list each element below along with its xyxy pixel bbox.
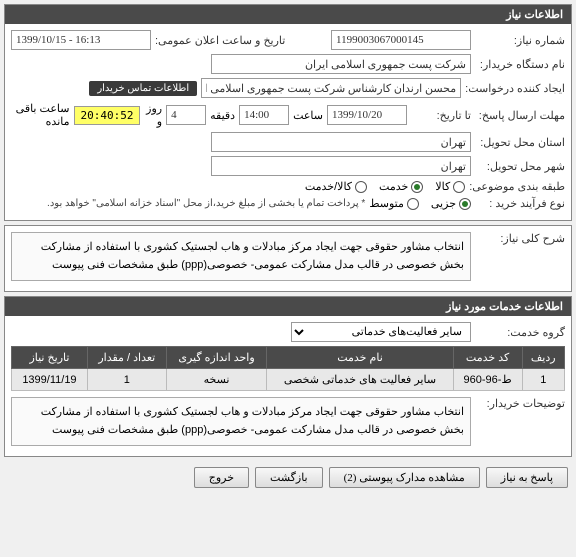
cell-date: 1399/11/19	[12, 369, 88, 391]
remain-label: ساعت باقی مانده	[11, 102, 70, 128]
need-info-panel: اطلاعات نیاز شماره نیاز: تاریخ و ساعت اع…	[4, 4, 572, 221]
province-field	[211, 132, 471, 152]
city-field	[211, 156, 471, 176]
creator-field	[201, 78, 461, 98]
pub-date-field	[11, 30, 151, 50]
services-panel: اطلاعات خدمات مورد نیاز گروه خدمت: سایر …	[4, 296, 572, 457]
col-code: کد خدمت	[453, 347, 522, 369]
hour-label: ساعت	[293, 109, 323, 122]
day-and-label: روز و	[144, 102, 162, 128]
services-header: اطلاعات خدمات مورد نیاز	[5, 297, 571, 316]
creator-label: ایجاد کننده درخواست:	[465, 82, 565, 95]
table-header-row: ردیف کد خدمت نام خدمت واحد اندازه گیری ت…	[12, 347, 565, 369]
radio-service-label: خدمت	[379, 180, 408, 193]
col-name: نام خدمت	[267, 347, 453, 369]
treasury-note: * پرداخت تمام یا بخشی از مبلغ خرید،از مح…	[47, 198, 365, 209]
until-date-field	[327, 105, 407, 125]
col-date: تاریخ نیاز	[12, 347, 88, 369]
action-buttons: پاسخ به نیاز مشاهده مدارک پیوستی (2) باز…	[4, 461, 572, 494]
cell-unit: نسخه	[166, 369, 267, 391]
service-group-label: گروه خدمت:	[475, 326, 565, 339]
radio-goods[interactable]	[453, 181, 465, 193]
days-remaining-field	[166, 105, 206, 125]
desc-text: انتخاب مشاور حقوقی جهت ایجاد مرکز مبادلا…	[11, 232, 471, 281]
back-button[interactable]: بازگشت	[255, 467, 323, 488]
cell-qty: 1	[87, 369, 166, 391]
attachments-button[interactable]: مشاهده مدارک پیوستی (2)	[329, 467, 480, 488]
org-label: نام دستگاه خریدار:	[475, 58, 565, 71]
radio-small[interactable]	[459, 198, 471, 210]
radio-medium-label: متوسط	[369, 197, 404, 210]
col-index: ردیف	[522, 347, 564, 369]
need-no-label: شماره نیاز:	[475, 34, 565, 47]
description-panel: شرح کلی نیاز: انتخاب مشاور حقوقی جهت ایج…	[4, 225, 572, 292]
province-label: استان محل تحویل:	[475, 136, 565, 149]
buyer-note-text: انتخاب مشاور حقوقی جهت ایجاد مرکز مبادلا…	[11, 397, 471, 446]
radio-small-label: جزیی	[431, 197, 456, 210]
pub-date-label: تاریخ و ساعت اعلان عمومی:	[155, 34, 285, 47]
until-time-field	[239, 105, 289, 125]
purchase-type-label: نوع فرآیند خرید :	[475, 197, 565, 210]
countdown-timer: 20:40:52	[74, 106, 141, 125]
need-no-field	[331, 30, 471, 50]
contact-badge[interactable]: اطلاعات تماس خریدار	[89, 81, 197, 96]
col-qty: تعداد / مقدار	[87, 347, 166, 369]
city-label: شهر محل تحویل:	[475, 160, 565, 173]
cell-name: سایر فعالیت های خدماتی شخصی	[267, 369, 453, 391]
purchase-type-radio-group: جزیی متوسط	[369, 197, 471, 210]
desc-label: شرح کلی نیاز:	[475, 232, 565, 245]
exit-button[interactable]: خروج	[194, 467, 249, 488]
services-table: ردیف کد خدمت نام خدمت واحد اندازه گیری ت…	[11, 346, 565, 391]
until-label: تا تاریخ:	[411, 109, 471, 122]
need-info-header: اطلاعات نیاز	[5, 5, 571, 24]
deadline-label: مهلت ارسال پاسخ:	[475, 109, 565, 122]
radio-both[interactable]	[355, 181, 367, 193]
radio-goods-label: کالا	[435, 180, 450, 193]
col-unit: واحد اندازه گیری	[166, 347, 267, 369]
respond-button[interactable]: پاسخ به نیاز	[486, 467, 568, 488]
radio-service[interactable]	[411, 181, 423, 193]
category-radio-group: کالا خدمت کالا/خدمت	[305, 180, 465, 193]
buyer-note-label: توضیحات خریدار:	[475, 397, 565, 410]
category-label: طبقه بندی موضوعی:	[469, 180, 565, 193]
radio-medium[interactable]	[407, 198, 419, 210]
cell-index: 1	[522, 369, 564, 391]
service-group-select[interactable]: سایر فعالیت‌های خدماتی	[291, 322, 471, 342]
need-info-body: شماره نیاز: تاریخ و ساعت اعلان عمومی: نا…	[5, 24, 571, 220]
radio-both-label: کالا/خدمت	[305, 180, 352, 193]
table-row[interactable]: 1 ط-96-960 سایر فعالیت های خدماتی شخصی ن…	[12, 369, 565, 391]
org-field	[211, 54, 471, 74]
minute-label: دقیقه	[210, 109, 235, 122]
cell-code: ط-96-960	[453, 369, 522, 391]
